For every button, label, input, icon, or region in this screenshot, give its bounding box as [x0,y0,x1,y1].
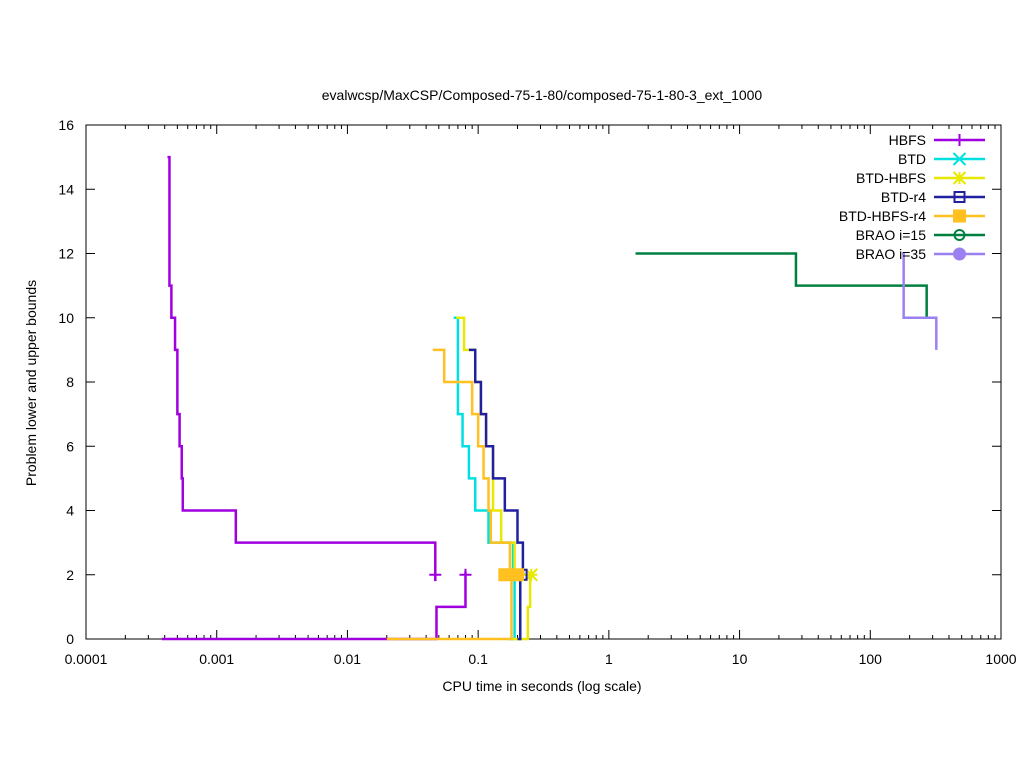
x-tick-label: 0.001 [199,651,234,667]
legend-label: BTD-r4 [881,189,926,205]
legend-label: BTD-HBFS [856,170,926,186]
upper-bound-line-hbfs [167,155,437,582]
y-tick-label: 0 [66,631,74,647]
legend-marker-btd-hbfs-r4-shape [953,209,966,223]
legend-item-hbfs: HBFS [889,132,985,148]
x-tick-label: 0.01 [334,651,361,667]
legend-marker-brao-i-35-shape [953,247,966,261]
y-tick-label: 4 [66,503,74,519]
legend-label: BTD-HBFS-r4 [839,208,926,224]
point-hbfs [429,568,442,581]
x-tick-label: 10 [732,651,748,667]
legend-marker-brao-i-15-shape [953,229,966,241]
x-tick-label: 1 [605,651,613,667]
y-tick-label: 8 [66,374,74,390]
x-tick-label: 0.0001 [65,651,108,667]
axis-ticks: 0.0001 0.001 0.01 0.1 1 10 100 1000 0 2 4 6 8 10 12 14 1… [58,117,1016,667]
lower-bound-line-btd-r4 [517,574,522,641]
legend-marker-btd-stroke [952,152,967,166]
legend-item-btd: BTD [898,151,985,167]
series-layer [161,155,938,641]
x-tick-label: 1000 [985,651,1016,667]
point-btd-hbfs-r4-shape [510,568,524,582]
legend-label: BRAO i=15 [856,227,927,243]
series-brao-i-35 [902,252,938,350]
legend-item-brao-i-35: BRAO i=35 [856,246,985,262]
legend-item-brao-i-15: BRAO i=15 [856,227,985,243]
y-tick-label: 6 [66,438,74,454]
y-tick-label: 16 [58,117,74,133]
x-axis-label: CPU time in seconds (log scale) [442,678,641,694]
legend-item-btd-hbfs: BTD-HBFS [856,170,985,186]
lower-bound-line-btd-hbfs-r4 [386,574,513,641]
legend-item-btd-r4: BTD-r4 [881,189,985,205]
x-tick-label: 100 [859,651,883,667]
legend-label: HBFS [889,132,926,148]
y-tick-label: 2 [66,567,74,583]
upper-bound-line-btd-hbfs-r4 [432,348,512,576]
legend-marker-btd-hbfs-stroke [952,171,967,185]
upper-bound-line-brao-i-35 [902,252,938,350]
legend-marker-hbfs [953,134,966,146]
series-btd-hbfs-r4 [386,348,524,641]
upper-bound-line-btd-r4 [468,348,525,575]
series-hbfs [161,155,472,641]
lower-bound-line-btd-hbfs [511,574,532,641]
legend: HBFS BTD BTD-HBFS BTD-r4 BTD-HBFS-r4 BRAO i=1… [839,132,985,262]
point-btd-hbfs-r4 [510,568,524,582]
legend-marker-btd-hbfs-r4 [953,209,966,223]
y-tick-label: 10 [58,310,74,326]
legend-marker-btd-hbfs [952,171,967,185]
legend-marker-btd [952,152,967,166]
upper-bound-line-brao-i-15 [635,252,928,318]
legend-item-btd-hbfs-r4: BTD-HBFS-r4 [839,208,985,224]
legend-label: BTD [898,151,926,167]
point-btd-hbfs-r4-shape [498,568,512,582]
y-tick-label: 12 [58,246,74,262]
series-brao-i-15 [635,252,928,318]
legend-marker-brao-i-35 [953,247,966,261]
y-tick-label: 14 [58,181,74,197]
legend-marker-btd-r4-shape [953,191,966,203]
legend-label: BRAO i=35 [856,246,927,262]
x-tick-label: 0.1 [468,651,488,667]
point-btd-hbfs-r4 [498,568,512,582]
legend-marker-btd-r4 [953,191,966,203]
legend-marker-brao-i-15 [953,229,966,241]
upper-bound-line-btd [453,316,519,582]
chart-title: evalwcsp/MaxCSP/Composed-75-1-80/compose… [322,87,763,103]
point-hbfs [459,568,472,581]
y-axis-label: Problem lower and upper bounds [23,280,39,486]
lower-bound-line-hbfs [161,571,467,641]
